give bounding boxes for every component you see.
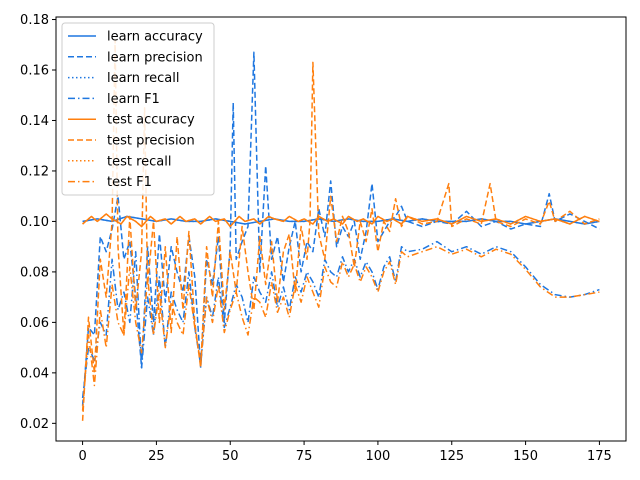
legend-label: learn F1 xyxy=(107,92,160,107)
legend: learn accuracy learn precision learn recal… xyxy=(61,22,215,196)
y-tick-label: 0.10 xyxy=(20,215,49,230)
series-layer xyxy=(81,38,600,421)
x-tick-label: 50 xyxy=(222,449,239,464)
legend-label: test recall xyxy=(107,154,172,169)
series-line-learn-recall xyxy=(82,215,600,225)
x-axis: 0 25 50 75 100 125 150 175 xyxy=(78,441,612,464)
legend-label: learn accuracy xyxy=(107,30,203,45)
x-tick-label: 75 xyxy=(296,449,313,464)
x-tick-label: 150 xyxy=(513,449,538,464)
y-tick-label: 0.06 xyxy=(20,316,49,331)
x-tick-label: 125 xyxy=(439,449,464,464)
y-tick-label: 0.14 xyxy=(20,114,49,129)
y-tick-label: 0.12 xyxy=(20,164,49,179)
y-axis: 0.02 0.04 0.06 0.08 0.10 0.12 0.14 0.16 0.18 xyxy=(20,13,56,432)
series-line-learn-f1 xyxy=(81,240,600,399)
x-tick-label: 175 xyxy=(587,449,612,464)
legend-label: test precision xyxy=(107,134,195,149)
series-line-test-accuracy xyxy=(82,213,600,228)
legend-box xyxy=(61,22,215,196)
legend-label: learn recall xyxy=(107,71,179,86)
x-tick-label: 0 xyxy=(78,449,86,464)
y-tick-label: 0.08 xyxy=(20,265,49,280)
y-tick-label: 0.18 xyxy=(20,13,49,28)
legend-label: test F1 xyxy=(107,175,152,190)
y-tick-label: 0.16 xyxy=(20,64,49,79)
legend-label: test accuracy xyxy=(107,113,195,128)
y-tick-label: 0.04 xyxy=(20,366,49,381)
plot-area xyxy=(55,16,627,442)
series-line-test-f1 xyxy=(81,245,600,411)
y-tick-label: 0.02 xyxy=(20,417,49,432)
plot-frame xyxy=(55,16,627,442)
series-line-learn-precision xyxy=(81,51,600,406)
x-tick-label: 25 xyxy=(148,449,165,464)
x-tick-label: 100 xyxy=(366,449,391,464)
legend-label: learn precision xyxy=(107,50,203,65)
